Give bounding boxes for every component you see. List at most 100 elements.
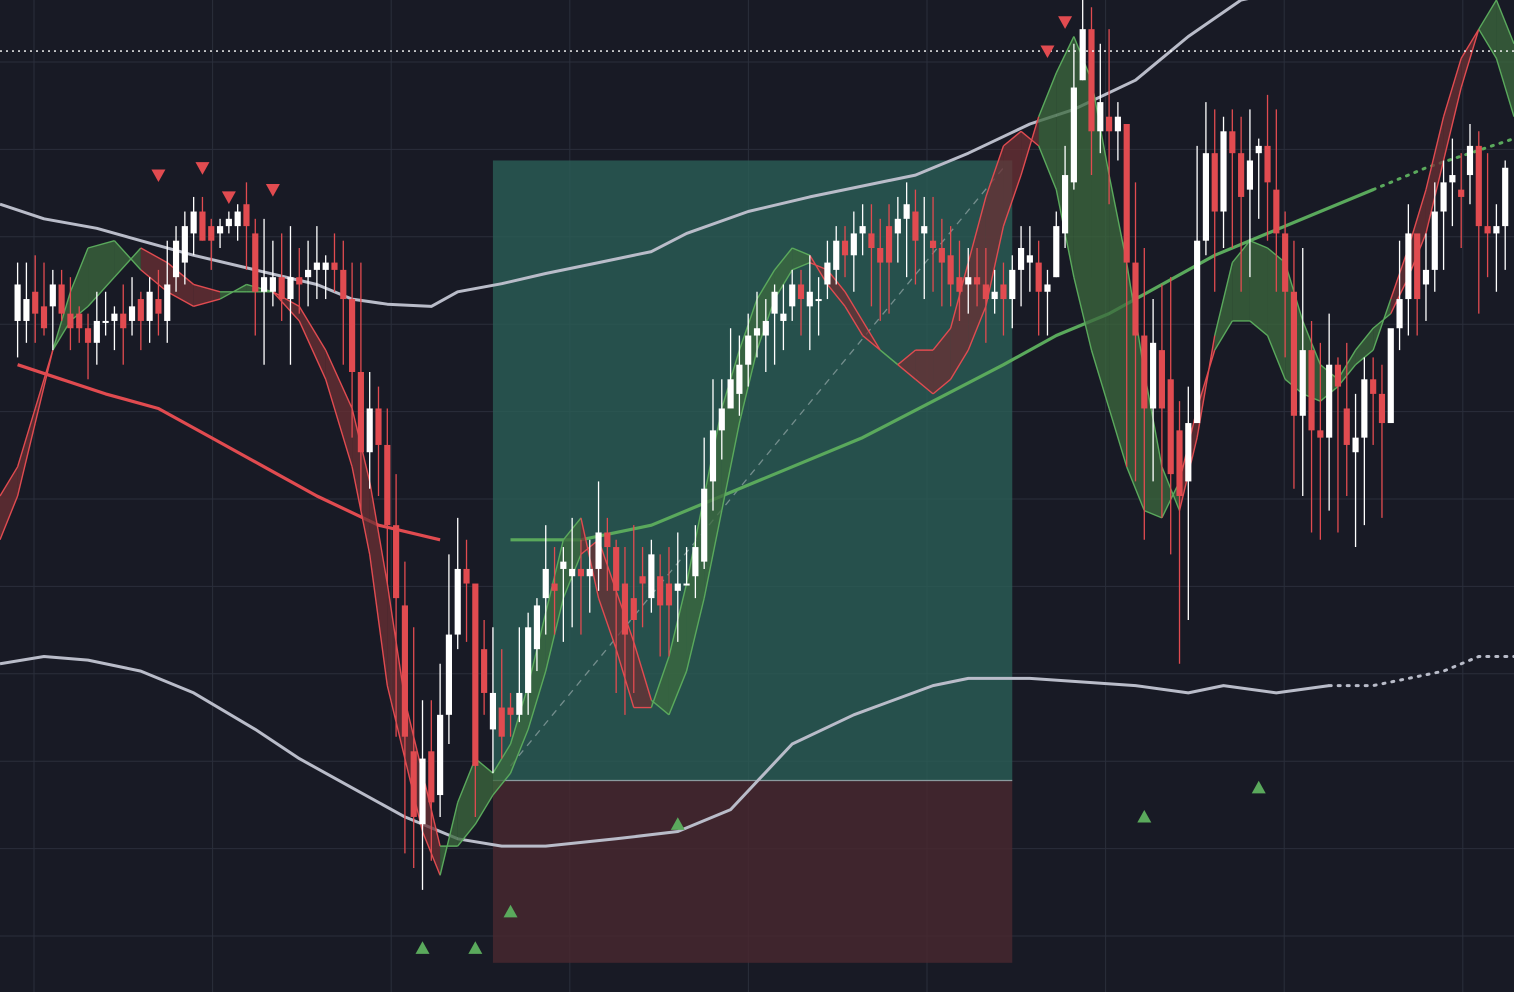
candle — [84, 313, 92, 380]
candle-body — [516, 692, 523, 715]
ribbon-fast-edge — [87, 240, 115, 249]
candle — [1123, 124, 1130, 467]
candle-body — [146, 291, 153, 321]
candle — [489, 627, 497, 774]
candle-body — [260, 277, 268, 292]
candle — [929, 196, 937, 292]
moving-average-down — [17, 363, 441, 542]
candle-body — [1405, 233, 1412, 300]
candle-body — [58, 284, 65, 314]
loss-zone — [492, 780, 1013, 963]
ribbon-segment — [1478, 0, 1497, 59]
candle — [1220, 116, 1227, 248]
ribbon-fast-edge — [369, 554, 388, 686]
candle — [1238, 116, 1245, 292]
candle — [577, 539, 585, 635]
candle — [789, 269, 796, 321]
candle-body — [472, 583, 479, 766]
candle — [665, 547, 673, 657]
candle — [287, 226, 294, 365]
buy-signal-marker — [1137, 809, 1152, 823]
ribbon-slow-edge — [492, 772, 512, 796]
ribbon-fast-edge — [1442, 87, 1462, 161]
candle-body — [965, 277, 972, 285]
ribbon-fast-edge — [650, 656, 670, 708]
candle — [701, 437, 708, 569]
candle — [560, 547, 567, 642]
ribbon-slow-edge — [1266, 335, 1286, 380]
candle — [1352, 393, 1359, 548]
ribbon-slow-edge — [932, 327, 952, 351]
candle — [120, 284, 127, 365]
candle — [973, 248, 981, 307]
candle — [877, 218, 884, 321]
candle — [137, 291, 144, 351]
candle-body — [1167, 379, 1174, 475]
sell-signal-marker — [151, 169, 166, 183]
candle-body — [445, 634, 452, 715]
candle-body — [437, 714, 444, 796]
candle-body — [1378, 393, 1386, 424]
candle — [1114, 102, 1121, 161]
ribbon-slow-edge — [844, 291, 864, 322]
candle-body — [1158, 350, 1165, 409]
ribbon-slow-edge — [1249, 320, 1268, 337]
ribbon-slow-edge — [0, 466, 19, 497]
ribbon-fast-edge — [1460, 28, 1480, 88]
candle-body — [489, 692, 497, 730]
candle — [657, 554, 664, 657]
candle-body — [1308, 350, 1315, 431]
candle — [965, 248, 972, 314]
candle-body — [701, 488, 708, 562]
ribbon-fast-edge — [439, 802, 459, 876]
candle-body — [120, 313, 127, 329]
candle-body — [1475, 145, 1482, 227]
candle-body — [76, 313, 83, 329]
candle-body — [102, 320, 109, 323]
ribbon-segment — [1443, 58, 1462, 161]
ribbon-segment — [827, 269, 846, 307]
candle — [305, 240, 312, 307]
candle-body — [32, 291, 39, 314]
candle-body — [929, 240, 937, 248]
candle — [762, 299, 769, 372]
ribbon-fast-edge — [325, 379, 353, 468]
candle-body — [533, 605, 541, 650]
ribbon-slow-edge — [193, 283, 221, 293]
candle-body — [208, 226, 215, 241]
candle-body — [507, 707, 514, 715]
candle — [1290, 240, 1298, 489]
candle-body — [1440, 182, 1447, 212]
candle — [771, 284, 778, 365]
candle-body — [1053, 226, 1060, 278]
candle — [428, 700, 435, 861]
ribbon-slow-edge — [298, 305, 327, 351]
candle — [921, 196, 928, 300]
candle-body — [481, 649, 488, 693]
candle — [859, 204, 866, 256]
ribbon-slow-edge — [738, 349, 758, 424]
ribbon-fast-edge — [16, 422, 36, 497]
candle — [1326, 313, 1333, 511]
candle-body — [771, 291, 778, 314]
candle-body — [1062, 175, 1069, 234]
candle-body — [947, 255, 954, 285]
candle-body — [234, 211, 241, 227]
candle-body — [921, 226, 928, 234]
candle-body — [454, 568, 461, 635]
candle — [1317, 342, 1324, 540]
ribbon-segment — [1109, 175, 1127, 467]
candle-body — [252, 233, 259, 292]
candle-body — [1290, 291, 1298, 416]
candle-body — [1466, 145, 1474, 176]
ribbon-fast-edge — [791, 247, 811, 256]
candle — [14, 262, 21, 358]
ribbon-slow-edge — [166, 262, 195, 286]
candle — [947, 226, 954, 307]
candle-body — [181, 226, 188, 263]
candle — [639, 547, 646, 628]
ribbon-fast-edge — [897, 364, 916, 380]
ribbon-segment — [1214, 262, 1233, 351]
